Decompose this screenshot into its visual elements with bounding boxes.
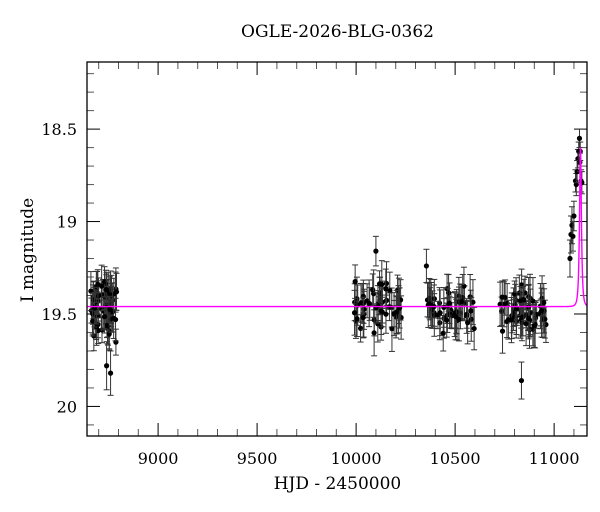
axes: 9000 9500 10000 10500 11000 18.5 19 19.5 20 [41,62,587,468]
x-tick-label: 9000 [138,449,179,468]
y-tick-label: 18.5 [41,120,77,139]
x-tick-label: 10500 [430,449,481,468]
x-tick-label: 9500 [237,449,278,468]
x-tick-label: 10000 [331,449,382,468]
plot-frame [86,61,588,437]
model-curve [87,147,588,308]
y-tick-label: 19 [57,213,77,232]
x-tick-label: 11000 [529,449,580,468]
x-axis-label: HJD - 2450000 [273,474,402,494]
y-tick-label: 20 [57,397,77,416]
y-tick-label: 19.5 [41,305,77,324]
chart-title: OGLE-2026-BLG-0362 [241,22,434,42]
data-points [87,128,585,400]
